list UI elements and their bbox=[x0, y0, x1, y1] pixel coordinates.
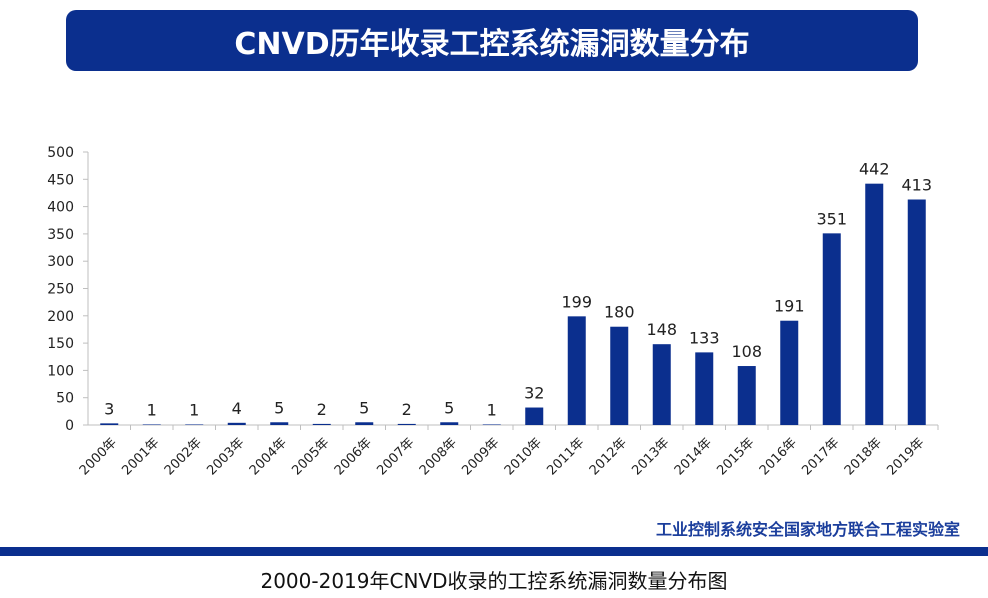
bar bbox=[482, 424, 501, 425]
data-label: 199 bbox=[561, 292, 592, 311]
source-note: 工业控制系统安全国家地方联合工程实验室 bbox=[655, 520, 960, 539]
data-label: 180 bbox=[604, 303, 635, 322]
data-label: 5 bbox=[274, 398, 284, 417]
bar bbox=[567, 316, 586, 425]
data-label: 1 bbox=[189, 400, 199, 419]
y-tick-label: 400 bbox=[47, 200, 74, 216]
x-tick-label: 2006年 bbox=[332, 435, 375, 478]
bar bbox=[907, 199, 926, 425]
bar bbox=[610, 326, 629, 425]
figure-caption: 2000-2019年CNVD收录的工控系统漏洞数量分布图 bbox=[260, 569, 728, 593]
data-label: 133 bbox=[689, 328, 720, 347]
data-label: 351 bbox=[816, 209, 847, 228]
x-tick-label: 2009年 bbox=[459, 435, 502, 478]
data-label: 5 bbox=[444, 398, 454, 417]
data-label: 148 bbox=[646, 320, 677, 339]
bar bbox=[737, 366, 756, 425]
data-label: 5 bbox=[359, 398, 369, 417]
x-tick-label: 2017年 bbox=[799, 435, 842, 478]
bar bbox=[312, 423, 331, 425]
x-tick-label: 2000年 bbox=[77, 435, 120, 478]
data-label: 4 bbox=[232, 399, 242, 418]
title-banner: CNVD历年收录工控系统漏洞数量分布 bbox=[66, 10, 918, 71]
data-label: 108 bbox=[731, 342, 762, 361]
bar-chart: 0 50 100 150 200 250 300 350 400 450 500 3 2000年 1 200… bbox=[47, 145, 939, 478]
data-label: 2 bbox=[402, 400, 412, 419]
bottom-divider bbox=[0, 547, 988, 556]
y-tick-label: 150 bbox=[47, 336, 74, 352]
bar bbox=[185, 424, 204, 425]
x-tick-label: 2005年 bbox=[289, 435, 332, 478]
x-tick-label: 2011年 bbox=[544, 435, 587, 478]
bar bbox=[865, 183, 884, 425]
x-tick-label: 2002年 bbox=[162, 435, 205, 478]
y-tick-label: 350 bbox=[47, 227, 74, 243]
y-tick-label: 450 bbox=[47, 172, 74, 188]
x-tick-label: 2014年 bbox=[672, 435, 715, 478]
data-label: 32 bbox=[524, 384, 544, 403]
data-label: 413 bbox=[901, 176, 932, 195]
x-tick-label: 2004年 bbox=[247, 435, 290, 478]
bar bbox=[525, 407, 544, 425]
x-tick-label: 2008年 bbox=[417, 435, 460, 478]
y-tick-label: 300 bbox=[47, 254, 74, 270]
bar bbox=[270, 422, 289, 425]
y-tick-label: 200 bbox=[47, 309, 74, 325]
x-tick-label: 2016年 bbox=[757, 435, 800, 478]
chart-title: CNVD历年收录工控系统漏洞数量分布 bbox=[234, 26, 750, 62]
bar bbox=[822, 233, 841, 425]
bar bbox=[652, 344, 671, 425]
bar bbox=[440, 422, 459, 425]
bar bbox=[227, 422, 246, 425]
y-tick-label: 50 bbox=[56, 391, 74, 407]
bar bbox=[780, 320, 799, 425]
bar bbox=[397, 423, 416, 425]
x-tick-label: 2018年 bbox=[842, 435, 885, 478]
x-tick-label: 2003年 bbox=[204, 435, 247, 478]
x-tick-label: 2015年 bbox=[714, 435, 757, 478]
x-tick-label: 2010年 bbox=[502, 435, 545, 478]
bar bbox=[100, 423, 119, 425]
y-tick-label: 500 bbox=[47, 145, 74, 161]
x-tick-label: 2013年 bbox=[629, 435, 672, 478]
x-tick-label: 2012年 bbox=[587, 435, 630, 478]
y-tick-label: 250 bbox=[47, 282, 74, 298]
data-label: 2 bbox=[317, 400, 327, 419]
x-tick-label: 2007年 bbox=[374, 435, 417, 478]
data-label: 3 bbox=[104, 399, 114, 418]
data-label: 1 bbox=[487, 400, 497, 419]
bar bbox=[695, 352, 714, 425]
y-tick-label: 100 bbox=[47, 363, 74, 379]
y-tick-label: 0 bbox=[65, 418, 74, 434]
bar bbox=[142, 424, 161, 425]
x-tick-label: 2019年 bbox=[884, 435, 927, 478]
data-label: 191 bbox=[774, 297, 805, 316]
data-label: 1 bbox=[147, 400, 157, 419]
bar bbox=[355, 422, 374, 425]
x-tick-label: 2001年 bbox=[119, 435, 162, 478]
data-label: 442 bbox=[859, 160, 890, 179]
